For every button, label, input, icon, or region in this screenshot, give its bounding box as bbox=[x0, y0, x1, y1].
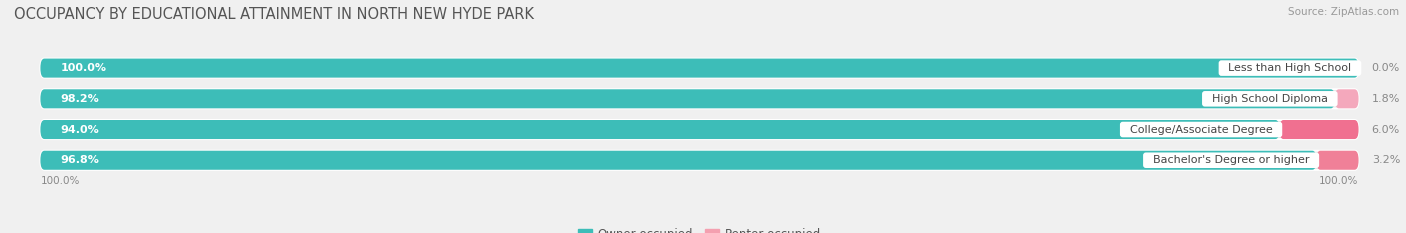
FancyBboxPatch shape bbox=[41, 151, 1358, 170]
Text: OCCUPANCY BY EDUCATIONAL ATTAINMENT IN NORTH NEW HYDE PARK: OCCUPANCY BY EDUCATIONAL ATTAINMENT IN N… bbox=[14, 7, 534, 22]
Text: Bachelor's Degree or higher: Bachelor's Degree or higher bbox=[1146, 155, 1316, 165]
Text: 100.0%: 100.0% bbox=[60, 63, 107, 73]
FancyBboxPatch shape bbox=[1316, 151, 1358, 170]
Text: 0.0%: 0.0% bbox=[1372, 63, 1400, 73]
Text: 100.0%: 100.0% bbox=[1319, 176, 1358, 186]
Text: 96.8%: 96.8% bbox=[60, 155, 98, 165]
Legend: Owner-occupied, Renter-occupied: Owner-occupied, Renter-occupied bbox=[572, 224, 827, 233]
Text: Source: ZipAtlas.com: Source: ZipAtlas.com bbox=[1288, 7, 1399, 17]
FancyBboxPatch shape bbox=[1334, 89, 1358, 108]
Text: 6.0%: 6.0% bbox=[1372, 124, 1400, 134]
Text: Less than High School: Less than High School bbox=[1222, 63, 1358, 73]
Text: 3.2%: 3.2% bbox=[1372, 155, 1400, 165]
FancyBboxPatch shape bbox=[41, 151, 1316, 170]
Text: 100.0%: 100.0% bbox=[41, 176, 80, 186]
Text: 94.0%: 94.0% bbox=[60, 124, 98, 134]
Text: College/Associate Degree: College/Associate Degree bbox=[1123, 124, 1279, 134]
FancyBboxPatch shape bbox=[41, 58, 1358, 78]
FancyBboxPatch shape bbox=[41, 120, 1358, 139]
Text: High School Diploma: High School Diploma bbox=[1205, 94, 1334, 104]
FancyBboxPatch shape bbox=[41, 58, 1358, 78]
Text: 98.2%: 98.2% bbox=[60, 94, 98, 104]
FancyBboxPatch shape bbox=[41, 89, 1358, 108]
FancyBboxPatch shape bbox=[41, 120, 1279, 139]
FancyBboxPatch shape bbox=[41, 89, 1334, 108]
FancyBboxPatch shape bbox=[1279, 120, 1358, 139]
Text: 1.8%: 1.8% bbox=[1372, 94, 1400, 104]
